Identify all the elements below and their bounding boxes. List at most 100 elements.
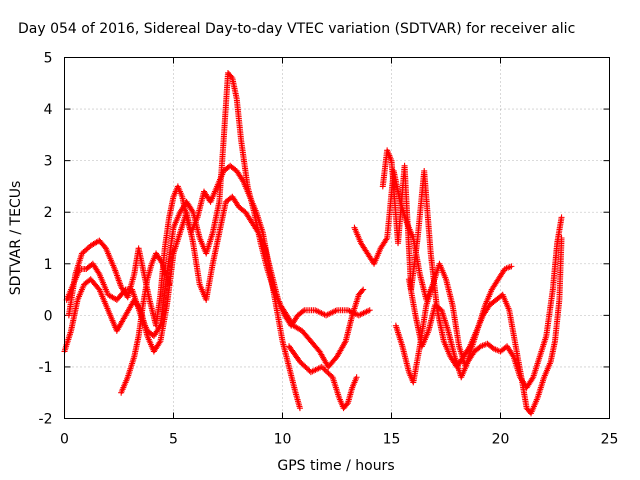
data-point: [229, 193, 236, 200]
data-point: [296, 358, 303, 365]
data-point: [222, 198, 229, 205]
data-point: [177, 209, 184, 216]
data-point: [113, 296, 120, 303]
data-point: [307, 338, 314, 345]
data-point: [292, 389, 299, 396]
data-point: [423, 302, 430, 309]
data-point: [214, 183, 221, 190]
data-point: [392, 322, 399, 329]
data-point: [301, 307, 308, 314]
data-point: [399, 343, 406, 350]
data-point: [556, 296, 563, 303]
data-point: [432, 302, 439, 309]
data-point: [122, 286, 129, 293]
data-point: [78, 250, 85, 257]
data-point: [111, 265, 118, 272]
y-axis-label: SDTVAR / TECUs: [8, 181, 24, 296]
data-point: [174, 183, 181, 190]
data-point: [552, 338, 558, 345]
data-point: [190, 240, 197, 247]
data-point: [183, 198, 190, 205]
y-tick-label: -1: [39, 360, 53, 376]
data-point: [440, 338, 447, 345]
data-point: [233, 167, 240, 174]
data-point: [344, 307, 351, 314]
data-point: [89, 260, 96, 267]
data-point: [364, 250, 371, 257]
data-point: [312, 307, 319, 314]
y-tick-label: 3: [44, 154, 53, 170]
data-point: [220, 137, 227, 144]
x-tick-label: 5: [169, 432, 178, 448]
data-point: [201, 188, 208, 195]
data-point: [131, 296, 138, 303]
data-point: [528, 410, 535, 417]
data-point: [105, 307, 112, 314]
data-point: [96, 286, 103, 293]
data-point: [262, 245, 269, 252]
data-point: [530, 374, 537, 381]
data-point: [342, 338, 349, 345]
data-point: [412, 312, 419, 319]
data-point: [517, 374, 524, 381]
data-point: [159, 260, 166, 267]
data-point: [340, 405, 347, 412]
data-point: [458, 374, 465, 381]
data-point: [504, 343, 511, 350]
data-point: [122, 312, 129, 319]
data-point: [124, 294, 131, 301]
data-point: [388, 157, 395, 164]
data-point: [153, 250, 160, 257]
data-point: [135, 332, 142, 339]
data-point: [547, 358, 554, 365]
x-axis-label: GPS time / hours: [277, 458, 394, 474]
data-point: [102, 245, 109, 252]
data-point: [190, 209, 197, 216]
data-point: [344, 400, 351, 407]
series-5: [286, 343, 360, 412]
x-tick-label: 0: [60, 432, 69, 448]
data-point: [536, 353, 543, 360]
data-point: [166, 281, 173, 288]
data-point: [268, 271, 275, 278]
data-point: [170, 193, 177, 200]
data-point: [384, 235, 391, 241]
x-tick-label: 10: [274, 432, 292, 448]
data-point: [445, 327, 452, 334]
y-tick-label: 5: [44, 51, 53, 67]
data-point: [225, 69, 231, 76]
series-9: [392, 281, 436, 386]
data-point: [384, 147, 391, 154]
data-point: [144, 332, 151, 339]
data-point: [68, 327, 75, 334]
data-point: [493, 296, 500, 303]
data-point: [146, 296, 153, 303]
data-point: [294, 312, 301, 319]
data-point: [87, 242, 94, 249]
data-point: [499, 291, 506, 298]
y-tick-label: 2: [44, 205, 53, 221]
chart-title: Day 054 of 2016, Sidereal Day-to-day VTE…: [18, 21, 575, 37]
series-8: [405, 214, 565, 391]
data-point: [65, 312, 72, 319]
data-point: [209, 260, 216, 267]
data-point: [170, 250, 177, 257]
data-point: [379, 183, 386, 190]
data-point: [139, 302, 146, 309]
data-point: [451, 353, 458, 360]
data-point: [196, 235, 203, 241]
data-point: [334, 353, 340, 360]
data-point: [227, 162, 234, 169]
data-point: [275, 296, 282, 303]
data-point: [464, 358, 471, 365]
data-point: [299, 327, 306, 334]
data-point: [329, 374, 336, 381]
data-point: [118, 283, 125, 290]
data-point: [449, 302, 456, 309]
data-point: [523, 384, 530, 391]
data-point: [323, 312, 330, 319]
data-point: [316, 348, 323, 355]
data-point: [286, 363, 293, 370]
data-point: [554, 240, 561, 247]
